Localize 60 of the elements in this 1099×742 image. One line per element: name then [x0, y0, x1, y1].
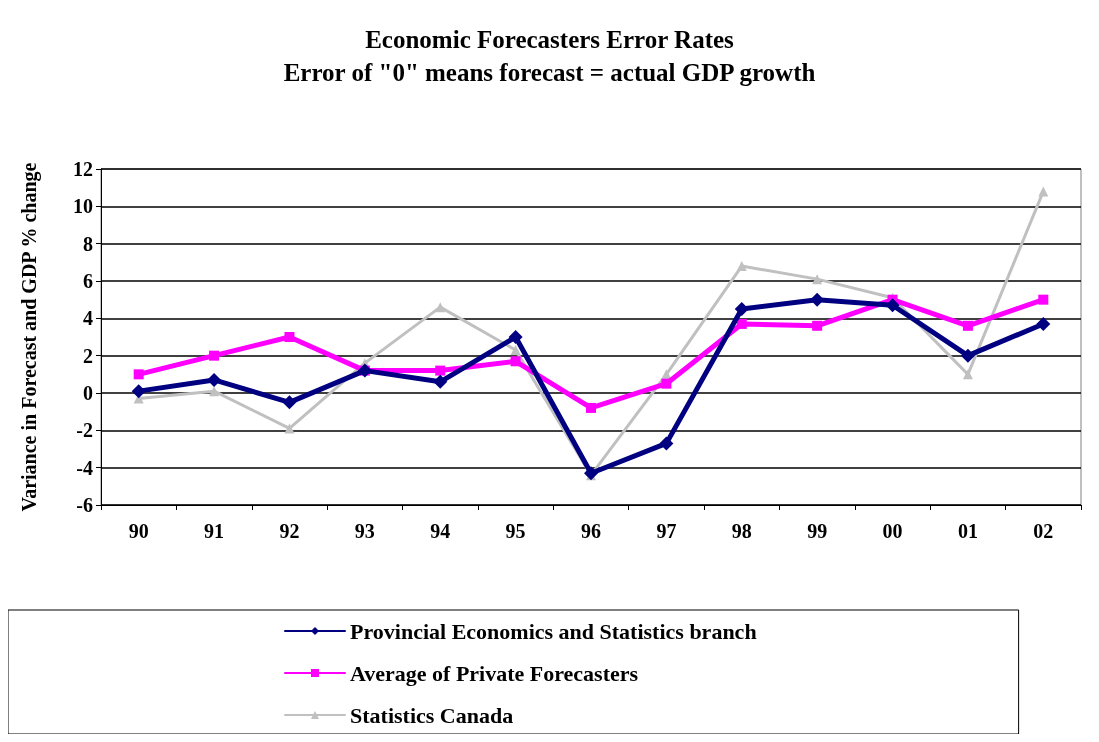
x-tick-label: 00: [882, 520, 903, 542]
point: [284, 332, 295, 342]
point: [586, 402, 596, 413]
y-tick-label: 12: [73, 158, 93, 180]
point: [661, 378, 672, 389]
point: [433, 374, 448, 389]
point: [810, 292, 825, 307]
point: [510, 356, 521, 367]
point: [885, 298, 900, 313]
point: [435, 365, 446, 376]
point: [284, 423, 295, 434]
y-tick-label: 0: [83, 382, 93, 404]
x-tick-label: 91: [204, 520, 225, 542]
point: [133, 369, 144, 380]
x-tick-label: 96: [581, 520, 601, 542]
x-tick-label: 99: [807, 520, 828, 542]
x-tick-label: 01: [957, 520, 978, 542]
point: [659, 436, 674, 451]
x-tick-label: 95: [505, 520, 526, 542]
point: [1038, 294, 1049, 305]
x-tick-label: 94: [430, 520, 451, 542]
y-tick-label: 8: [83, 232, 93, 255]
point: [734, 302, 749, 316]
point: [1038, 186, 1049, 197]
legend-label: Statistics Canada: [350, 702, 514, 728]
x-tick-label: 97: [656, 520, 677, 542]
point: [209, 386, 220, 397]
y-tick-label: -2: [76, 419, 93, 442]
point: [960, 348, 975, 363]
x-tick-label: 90: [128, 520, 149, 542]
point: [736, 318, 747, 329]
y-tick-label: 4: [83, 307, 93, 330]
x-tick-label: 92: [279, 520, 300, 542]
x-tick-label: 02: [1033, 520, 1054, 542]
point: [812, 274, 823, 285]
y-tick-label: 2: [83, 344, 93, 367]
point: [962, 369, 973, 380]
point: [435, 302, 446, 313]
legend-label: Provincial Economics and Statistics branch: [350, 618, 757, 644]
legend-label: Average of Private Forecasters: [350, 660, 639, 686]
y-tick-label: 10: [73, 195, 93, 218]
point: [508, 330, 523, 344]
point: [131, 384, 146, 399]
y-tick-label: -6: [76, 494, 93, 516]
point: [510, 345, 521, 356]
chart-title: Economic Forecasters Error Rates: [365, 26, 735, 53]
x-tick-label: 93: [354, 520, 375, 542]
point: [282, 395, 297, 410]
point: [1036, 316, 1051, 331]
y-tick-label: -4: [76, 456, 93, 479]
point: [962, 320, 973, 331]
point: [207, 372, 222, 387]
chart-subtitle: Error of "0" means forecast = actual GDP growth: [283, 59, 816, 86]
x-tick-label: 98: [731, 520, 752, 542]
point: [812, 320, 823, 331]
y-axis-title: Variance in Forecast and GDP % change: [18, 162, 41, 512]
point: [584, 466, 598, 481]
point: [736, 261, 747, 272]
point: [209, 350, 220, 361]
y-tick-label: 6: [83, 270, 93, 292]
